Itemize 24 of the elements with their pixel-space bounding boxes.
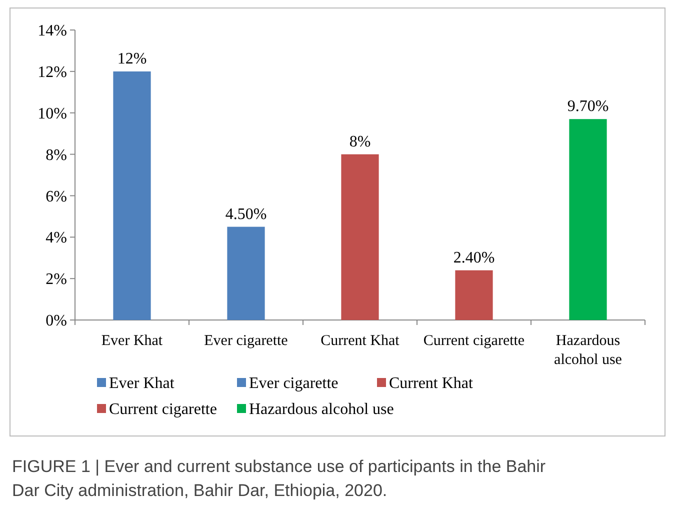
y-tick-label: 10% (38, 105, 67, 122)
y-tick-label: 6% (46, 188, 67, 206)
data-label: 4.50% (225, 206, 267, 223)
x-tick-label: Current cigarette (423, 333, 525, 349)
y-tick-label: 0% (46, 312, 67, 330)
legend-label: Hazardous alcohol use (249, 401, 394, 418)
data-label: 9.70% (567, 98, 609, 116)
legend-label: Ever Khat (109, 375, 175, 392)
x-tick-label: Current Khat (320, 333, 400, 349)
x-tick-label: Ever cigarette (204, 333, 288, 349)
legend-label: Current cigarette (109, 401, 217, 418)
data-label: 8% (349, 133, 371, 150)
x-tick-label: Ever Khat (101, 333, 164, 349)
y-tick-label: 4% (46, 230, 67, 247)
y-tick-label: 12% (38, 64, 67, 82)
y-tick-label: 2% (46, 271, 67, 288)
x-tick-label: Hazardous alcohol use (554, 333, 622, 368)
legend-label: Ever cigarette (249, 375, 338, 392)
y-tick-label: 8% (46, 146, 67, 164)
legend-label: Current Khat (389, 375, 474, 392)
y-tick-label: 14% (38, 22, 67, 40)
data-label: 12% (117, 50, 147, 68)
caption: FIGURE 1 | Ever and current substance use of participants in the Bahir Dar City administration, Bahir Dar, Ethiopia, 2020. (12, 457, 546, 500)
data-label: 2.40% (453, 249, 495, 266)
